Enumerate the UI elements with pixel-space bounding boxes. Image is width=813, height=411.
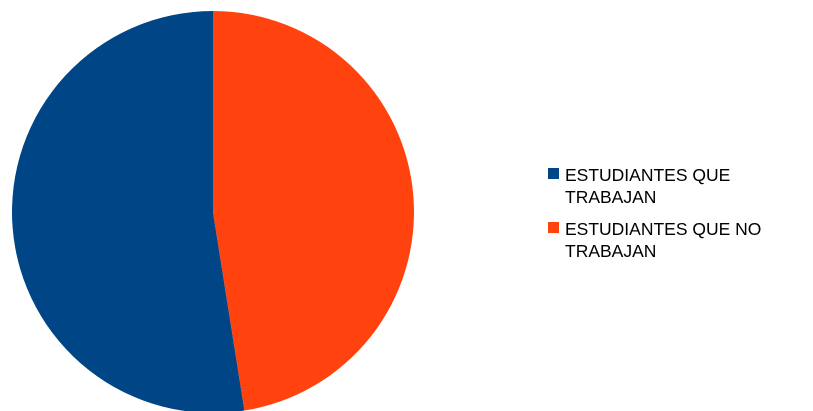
legend-label-no-trabajan: ESTUDIANTES QUE NO TRABAJAN (565, 219, 762, 261)
legend-swatch-no-trabajan (548, 222, 559, 233)
pie-slice-no-trabajan (213, 11, 414, 411)
chart-legend: ESTUDIANTES QUE TRABAJAN ESTUDIANTES QUE… (548, 164, 810, 272)
legend-item-trabajan: ESTUDIANTES QUE TRABAJAN (548, 164, 810, 208)
pie-slice-trabajan (12, 11, 245, 411)
legend-item-no-trabajan: ESTUDIANTES QUE NO TRABAJAN (548, 218, 810, 262)
legend-swatch-trabajan (548, 168, 559, 179)
legend-label-trabajan: ESTUDIANTES QUE TRABAJAN (565, 165, 731, 207)
